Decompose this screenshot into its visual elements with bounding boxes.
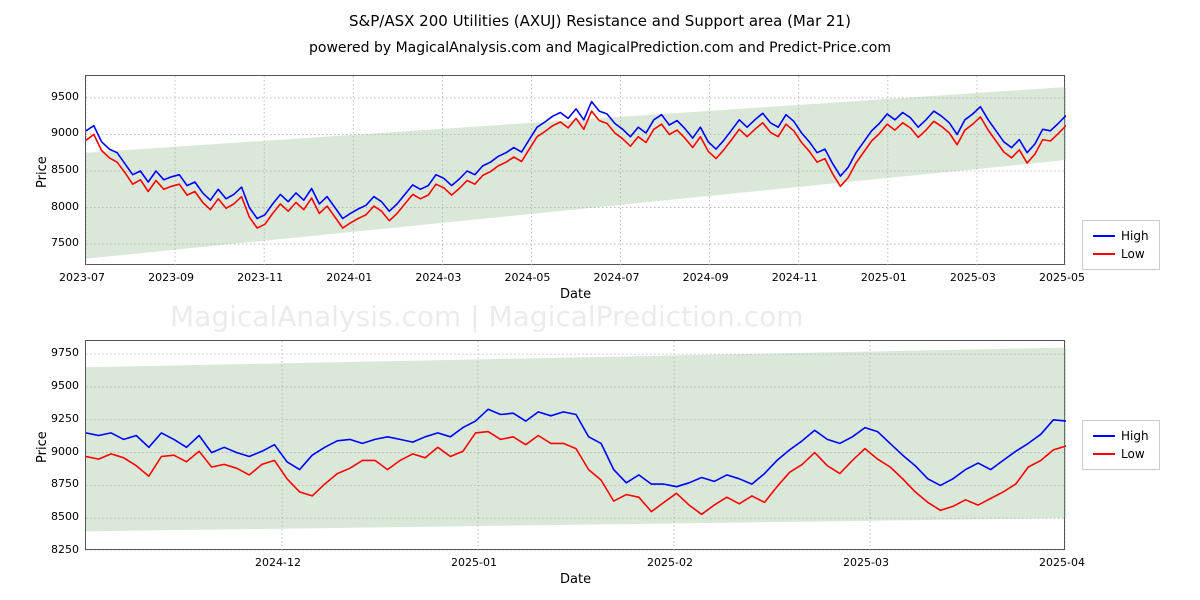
legend-row: High bbox=[1093, 227, 1149, 245]
xtick-label: 2025-05 bbox=[1039, 271, 1085, 284]
legend-row: Low bbox=[1093, 445, 1149, 463]
xtick-label: 2024-09 bbox=[683, 271, 729, 284]
watermark-mid: MagicalAnalysis.com | MagicalPrediction.… bbox=[170, 300, 804, 333]
legend-row: Low bbox=[1093, 245, 1149, 263]
legend-label: Low bbox=[1121, 247, 1145, 261]
ytick-label: 7500 bbox=[51, 236, 79, 249]
ytick-label: 9250 bbox=[51, 412, 79, 425]
xtick-label: 2024-03 bbox=[415, 271, 461, 284]
xtick-label: 2024-12 bbox=[255, 556, 301, 569]
legend-swatch bbox=[1093, 235, 1115, 237]
xtick-label: 2023-11 bbox=[237, 271, 283, 284]
xtick-label: 2025-02 bbox=[647, 556, 693, 569]
xtick-label: 2024-05 bbox=[504, 271, 550, 284]
ytick-label: 9750 bbox=[51, 346, 79, 359]
xtick-label: 2023-07 bbox=[59, 271, 105, 284]
legend-label: High bbox=[1121, 429, 1149, 443]
xtick-label: 2023-09 bbox=[148, 271, 194, 284]
ytick-label: 9500 bbox=[51, 90, 79, 103]
ytick-label: 8250 bbox=[51, 543, 79, 556]
top-chart-xlabel: Date bbox=[560, 287, 591, 302]
top-chart bbox=[85, 75, 1065, 265]
bottom-chart-xlabel: Date bbox=[560, 572, 591, 587]
chart-subtitle: powered by MagicalAnalysis.com and Magic… bbox=[0, 40, 1200, 56]
xtick-label: 2025-01 bbox=[861, 271, 907, 284]
xtick-label: 2025-03 bbox=[843, 556, 889, 569]
legend-swatch bbox=[1093, 435, 1115, 437]
bottom-chart-ylabel: Price bbox=[35, 431, 50, 463]
xtick-label: 2024-07 bbox=[594, 271, 640, 284]
legend-swatch bbox=[1093, 253, 1115, 255]
xtick-label: 2025-01 bbox=[451, 556, 497, 569]
ytick-label: 9500 bbox=[51, 379, 79, 392]
legend-swatch bbox=[1093, 453, 1115, 455]
bottom-chart bbox=[85, 340, 1065, 550]
ytick-label: 9000 bbox=[51, 126, 79, 139]
ytick-label: 8500 bbox=[51, 163, 79, 176]
ytick-label: 8500 bbox=[51, 510, 79, 523]
xtick-label: 2025-04 bbox=[1039, 556, 1085, 569]
legend-label: Low bbox=[1121, 447, 1145, 461]
xtick-label: 2024-01 bbox=[326, 271, 372, 284]
bottom-chart-legend: High Low bbox=[1082, 420, 1160, 470]
top-chart-legend: High Low bbox=[1082, 220, 1160, 270]
chart-title: S&P/ASX 200 Utilities (AXUJ) Resistance … bbox=[0, 12, 1200, 30]
xtick-label: 2024-11 bbox=[772, 271, 818, 284]
legend-row: High bbox=[1093, 427, 1149, 445]
ytick-label: 8000 bbox=[51, 200, 79, 213]
legend-label: High bbox=[1121, 229, 1149, 243]
top-chart-ylabel: Price bbox=[35, 156, 50, 188]
ytick-label: 8750 bbox=[51, 477, 79, 490]
xtick-label: 2025-03 bbox=[950, 271, 996, 284]
ytick-label: 9000 bbox=[51, 445, 79, 458]
